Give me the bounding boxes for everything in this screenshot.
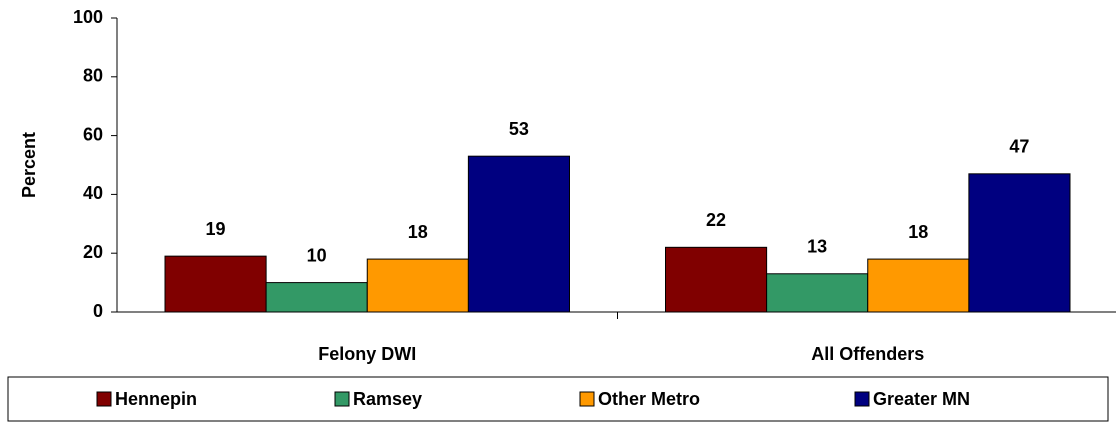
- data-label: 10: [307, 245, 327, 265]
- x-tick-label: Felony DWI: [318, 344, 416, 364]
- legend-label: Hennepin: [115, 389, 197, 409]
- data-label: 22: [706, 210, 726, 230]
- bar: [766, 273, 869, 313]
- legend-swatch: [854, 391, 870, 407]
- legend-label: Greater MN: [873, 389, 970, 409]
- legend-swatch: [96, 391, 112, 407]
- y-tick-label: 100: [73, 7, 103, 27]
- y-tick-label: 80: [83, 66, 103, 86]
- y-axis-label: Percent: [19, 132, 39, 198]
- y-tick-label: 20: [83, 242, 103, 262]
- bar: [867, 258, 970, 313]
- data-label: 53: [509, 119, 529, 139]
- data-label: 13: [807, 237, 827, 257]
- legend-box: [7, 376, 1109, 422]
- y-tick-label: 40: [83, 183, 103, 203]
- data-label: 19: [206, 219, 226, 239]
- legend-label: Ramsey: [353, 389, 422, 409]
- bar: [265, 282, 368, 313]
- bar: [366, 258, 469, 313]
- bar: [665, 246, 768, 313]
- legend-swatch: [334, 391, 350, 407]
- legend-swatch: [579, 391, 595, 407]
- bar: [467, 155, 570, 313]
- bar: [164, 255, 267, 313]
- data-label: 18: [408, 222, 428, 242]
- legend-label: Other Metro: [598, 389, 700, 409]
- bar: [968, 173, 1071, 313]
- data-label: 47: [1009, 137, 1029, 157]
- data-label: 18: [908, 222, 928, 242]
- y-tick-label: 60: [83, 124, 103, 144]
- x-tick-label: All Offenders: [811, 344, 924, 364]
- y-tick-label: 0: [93, 301, 103, 321]
